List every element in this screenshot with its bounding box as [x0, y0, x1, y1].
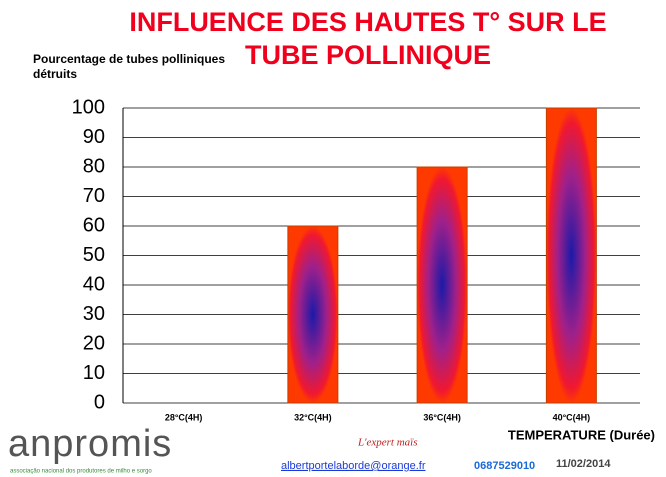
x-tick-label: 36°C(4H)	[423, 412, 461, 422]
y-tick-label: 10	[83, 362, 105, 384]
bar	[545, 107, 597, 404]
x-tick-label: 40°C(4H)	[553, 412, 591, 422]
y-tick-label: 40	[83, 273, 105, 295]
date: 11/02/2014	[556, 458, 611, 470]
y-axis-label: Pourcentage de tubes polliniques	[33, 52, 225, 66]
slogan: L'expert maïs	[357, 437, 418, 449]
association: associação nacional dos produtores de mi…	[10, 469, 152, 475]
y-tick-label: 0	[94, 391, 105, 413]
logo: anpromis	[8, 423, 172, 465]
chart-title: TUBE POLLINIQUE	[245, 40, 491, 70]
bar	[287, 225, 339, 404]
y-tick-label: 70	[83, 185, 105, 207]
bar	[416, 166, 468, 404]
email: albertportelaborde@orange.fr	[281, 460, 426, 472]
x-axis-label: TEMPERATURE (Durée)	[508, 427, 655, 442]
phone: 0687529010	[474, 460, 535, 472]
y-tick-label: 20	[83, 332, 105, 354]
chart-title: INFLUENCE DES HAUTES T° SUR LE	[129, 7, 606, 37]
y-tick-label: 30	[83, 303, 105, 325]
y-tick-label: 50	[83, 244, 105, 266]
y-tick-label: 80	[83, 155, 105, 177]
x-tick-label: 28°C(4H)	[165, 412, 203, 422]
y-tick-label: 100	[72, 96, 105, 118]
y-tick-label: 90	[83, 126, 105, 148]
y-axis-label: détruits	[33, 67, 77, 81]
y-tick-label: 60	[83, 214, 105, 236]
x-tick-label: 32°C(4H)	[294, 412, 332, 422]
